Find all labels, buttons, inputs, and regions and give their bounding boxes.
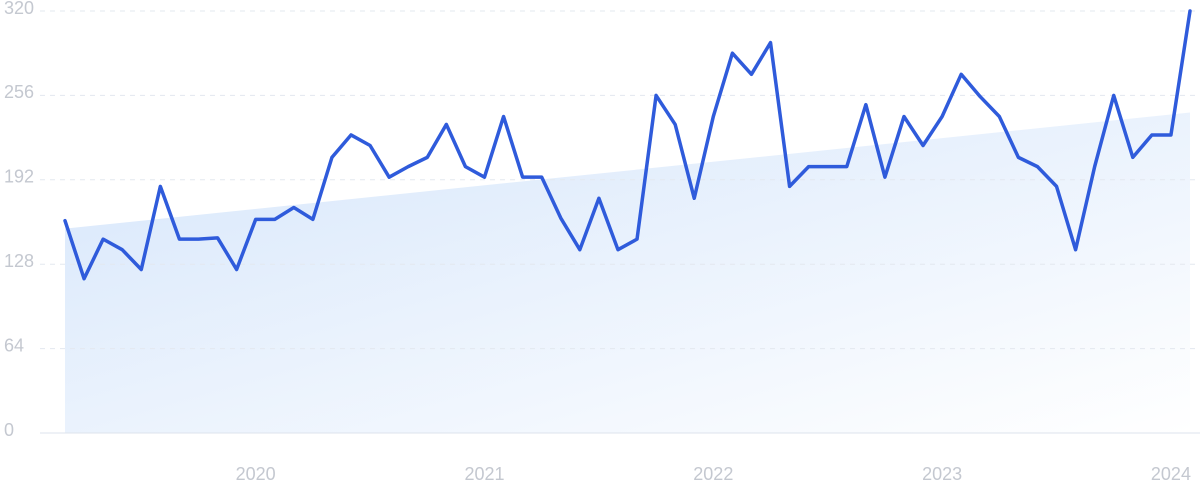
trend-area (65, 112, 1190, 433)
y-tick-label: 192 (4, 167, 34, 187)
y-tick-label: 128 (4, 251, 34, 271)
x-tick-label: 2023 (922, 464, 962, 484)
y-tick-label: 0 (4, 420, 14, 440)
data-line (63, 9, 1192, 281)
x-tick-label: 2022 (693, 464, 733, 484)
x-tick-label: 2024 (1151, 464, 1191, 484)
x-tick-label: 2020 (236, 464, 276, 484)
x-tick-label: 2021 (464, 464, 504, 484)
y-tick-label: 320 (4, 0, 34, 18)
y-tick-label: 256 (4, 82, 34, 102)
y-tick-label: 64 (4, 335, 24, 355)
